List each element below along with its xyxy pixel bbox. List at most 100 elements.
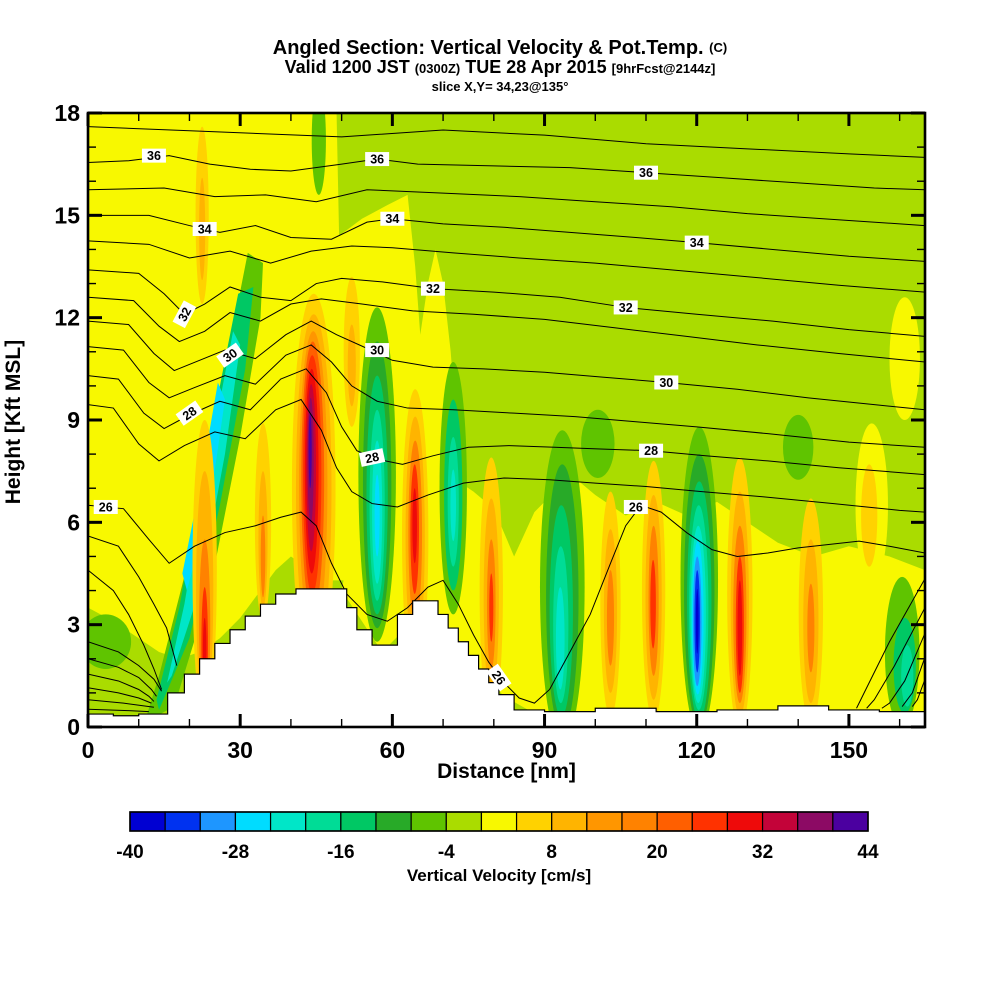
colorbar-cell [726, 811, 764, 832]
colorbar-cell [164, 811, 201, 832]
svg-text:90: 90 [532, 737, 558, 763]
colorbar-cell [832, 811, 869, 832]
colorbar-cell [340, 811, 377, 832]
svg-text:34: 34 [198, 222, 212, 236]
chart-title: Angled Section: Vertical Velocity & Pot.… [0, 37, 1000, 60]
contour-line [88, 344, 925, 448]
contour-line [88, 658, 157, 697]
svg-text:36: 36 [639, 166, 653, 180]
contour-line [88, 673, 155, 702]
contour-line [88, 504, 925, 704]
x-axis-title: Distance [nm] [437, 760, 576, 783]
contour-line [856, 578, 925, 709]
svg-text:12: 12 [54, 305, 80, 331]
colorbar-cell [129, 811, 166, 832]
svg-text:26: 26 [489, 668, 508, 687]
colorbar-cell [410, 811, 447, 832]
svg-text:28: 28 [644, 444, 658, 458]
contour-label: 34 [192, 221, 217, 236]
contour-label: 28 [175, 400, 204, 426]
contour-line [88, 126, 925, 158]
slice-info: slice X,Y= 34,23@135° [431, 79, 569, 94]
contour-line [88, 569, 163, 690]
colorbar-tick-label: -4 [438, 842, 455, 863]
colorbar-cell [656, 811, 693, 832]
chart-title-main: Angled Section: Vertical Velocity & Pot.… [272, 37, 704, 59]
y-axis-tick-labels: 0 3 6 9 12 15 18 [54, 100, 80, 740]
colorbar-cell [515, 811, 553, 832]
colorbar-cell [375, 811, 412, 832]
colorbar-cell [305, 811, 342, 832]
colorbar-cell [480, 811, 518, 832]
svg-text:60: 60 [380, 737, 406, 763]
svg-text:18: 18 [54, 100, 80, 126]
colorbar-cell [269, 811, 307, 832]
colorbar: -40 -28 -16 -4 8 20 32 44 [116, 811, 879, 863]
svg-text:26: 26 [629, 500, 643, 514]
svg-text:30: 30 [659, 376, 673, 390]
contour-line [88, 398, 925, 513]
contour-label: 30 [365, 343, 390, 358]
contour-label: 36 [141, 148, 166, 163]
contour-label: 34 [684, 235, 709, 250]
svg-text:32: 32 [175, 305, 194, 324]
contour-label: 30 [654, 375, 679, 390]
svg-text:28: 28 [364, 450, 381, 467]
contour-line [901, 656, 925, 707]
svg-text:34: 34 [385, 212, 399, 226]
contour-label: 30 [216, 342, 244, 368]
axis-ticks [86, 111, 925, 729]
colorbar-cell [234, 811, 272, 832]
contour-line [88, 699, 155, 708]
svg-text:30: 30 [227, 737, 253, 763]
contour-line [866, 607, 925, 709]
contour-line [88, 535, 178, 666]
colorbar-tick-label: -16 [327, 842, 354, 863]
contour-line [88, 708, 149, 713]
svg-text:30: 30 [370, 344, 384, 358]
svg-text:34: 34 [690, 236, 704, 250]
svg-text:36: 36 [147, 149, 161, 163]
svg-text:32: 32 [619, 301, 633, 315]
colorbar-tick-label: 20 [647, 842, 668, 863]
contour-label: 28 [639, 443, 664, 458]
valid-date: TUE 28 Apr 2015 [460, 57, 612, 77]
contour-line [911, 679, 925, 707]
colorbar-cell [199, 811, 237, 832]
svg-text:32: 32 [426, 282, 440, 296]
colorbar-tick-label: -28 [222, 842, 249, 863]
contour-line [88, 240, 925, 293]
contour-line [88, 641, 162, 692]
contour-label: 34 [380, 211, 405, 226]
colorbar-cell [445, 811, 483, 832]
colorbar-cell [586, 811, 623, 832]
contour-line [88, 296, 925, 363]
colorbar-tick-label: -40 [116, 842, 143, 863]
svg-text:28: 28 [180, 404, 199, 423]
chart-subtitle: Valid 1200 JST (0300Z) TUE 28 Apr 2015 [… [0, 57, 1000, 78]
colorbar-tick-label: 32 [752, 842, 773, 863]
svg-text:26: 26 [99, 500, 113, 514]
valid-time: Valid 1200 JST [284, 57, 415, 77]
colorbar-cell [551, 811, 588, 832]
contour-label: 32 [420, 281, 445, 296]
contour-label: 26 [623, 499, 648, 514]
colorbar-tick-label: 8 [546, 842, 557, 863]
contour-label: 32 [613, 300, 638, 315]
svg-text:6: 6 [67, 509, 80, 535]
x-axis-tick-labels: 0 30 60 90 120 150 [82, 737, 868, 763]
svg-text:0: 0 [82, 737, 95, 763]
contour-label: 28 [358, 448, 386, 467]
chart-title-units: (C) [709, 40, 728, 55]
valid-time-utc: (0300Z) [414, 61, 461, 76]
contour-line [881, 632, 925, 709]
contour-label: 26 [486, 663, 512, 692]
svg-text:15: 15 [54, 202, 80, 228]
contour-label: 26 [93, 499, 118, 514]
forecast-info: [9hrFcst@2144z] [611, 61, 716, 76]
terrain-mask [88, 588, 925, 727]
svg-text:150: 150 [830, 737, 868, 763]
svg-text:0: 0 [67, 714, 80, 740]
svg-text:120: 120 [678, 737, 716, 763]
